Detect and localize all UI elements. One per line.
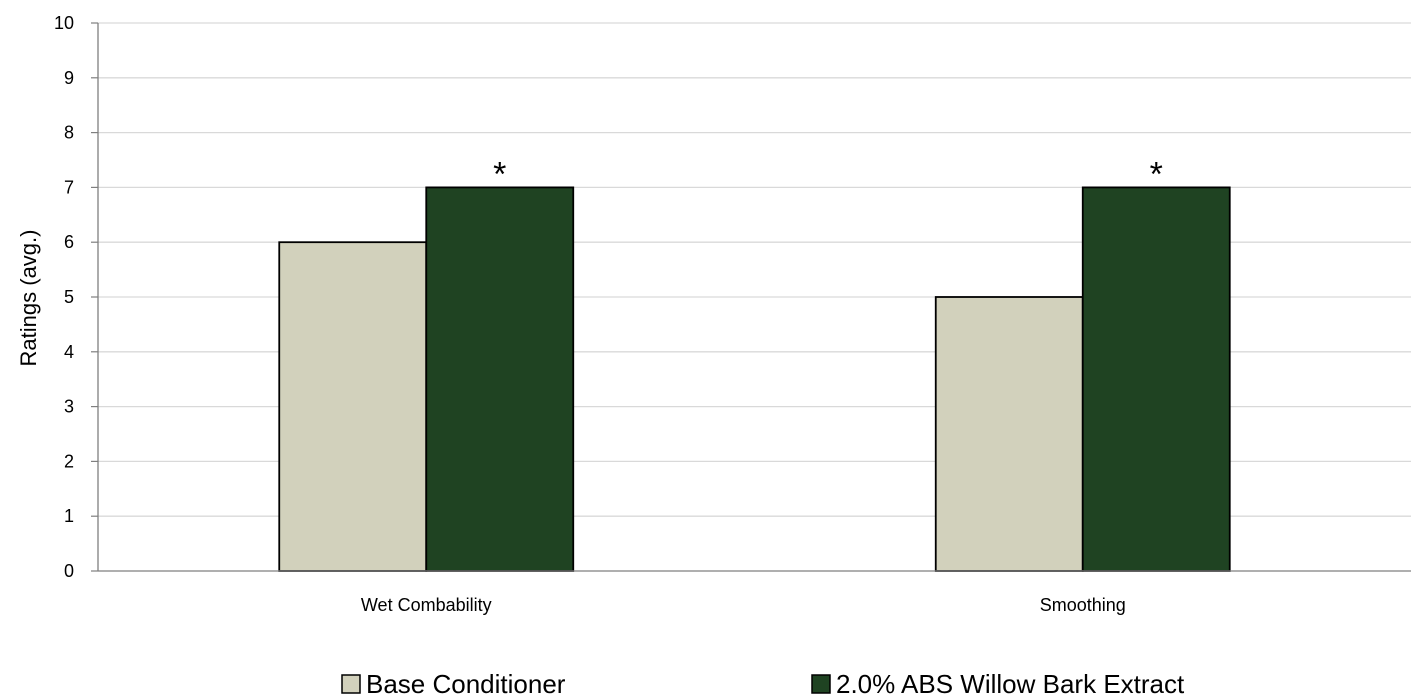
y-tick-label: 0 — [64, 561, 74, 581]
legend-swatch — [811, 674, 831, 694]
y-tick-label: 7 — [64, 177, 74, 197]
bar — [278, 241, 428, 572]
axes — [91, 22, 1411, 572]
significance-marker: * — [1150, 155, 1163, 193]
legend: Base Conditioner 2.0% ABS Willow Bark Ext… — [341, 669, 1185, 694]
bar — [425, 186, 575, 572]
bar — [1081, 186, 1231, 572]
legend-label: 2.0% ABS Willow Bark Extract — [836, 669, 1185, 694]
y-tick-label: 8 — [64, 123, 74, 143]
y-tick-label: 5 — [64, 287, 74, 307]
significance-marker: * — [493, 155, 506, 193]
y-tick-label: 10 — [54, 13, 74, 33]
x-category-label: Wet Combability — [361, 595, 492, 615]
legend-label: Base Conditioner — [366, 669, 566, 694]
y-tick-label: 1 — [64, 506, 74, 526]
y-tick-label: 3 — [64, 397, 74, 417]
y-tick-label: 9 — [64, 68, 74, 88]
tick-labels: 0 1 2 3 4 5 6 7 8 9 10 * Wet Combability * Smoothing — [54, 13, 1163, 615]
y-axis-title: Ratings (avg.) — [16, 230, 41, 367]
y-tick-label: 4 — [64, 342, 74, 362]
y-tick-label: 2 — [64, 451, 74, 471]
bars — [278, 186, 1231, 572]
legend-swatch — [341, 674, 361, 694]
y-tick-label: 6 — [64, 232, 74, 252]
x-category-label: Smoothing — [1040, 595, 1126, 615]
bar — [934, 296, 1084, 572]
